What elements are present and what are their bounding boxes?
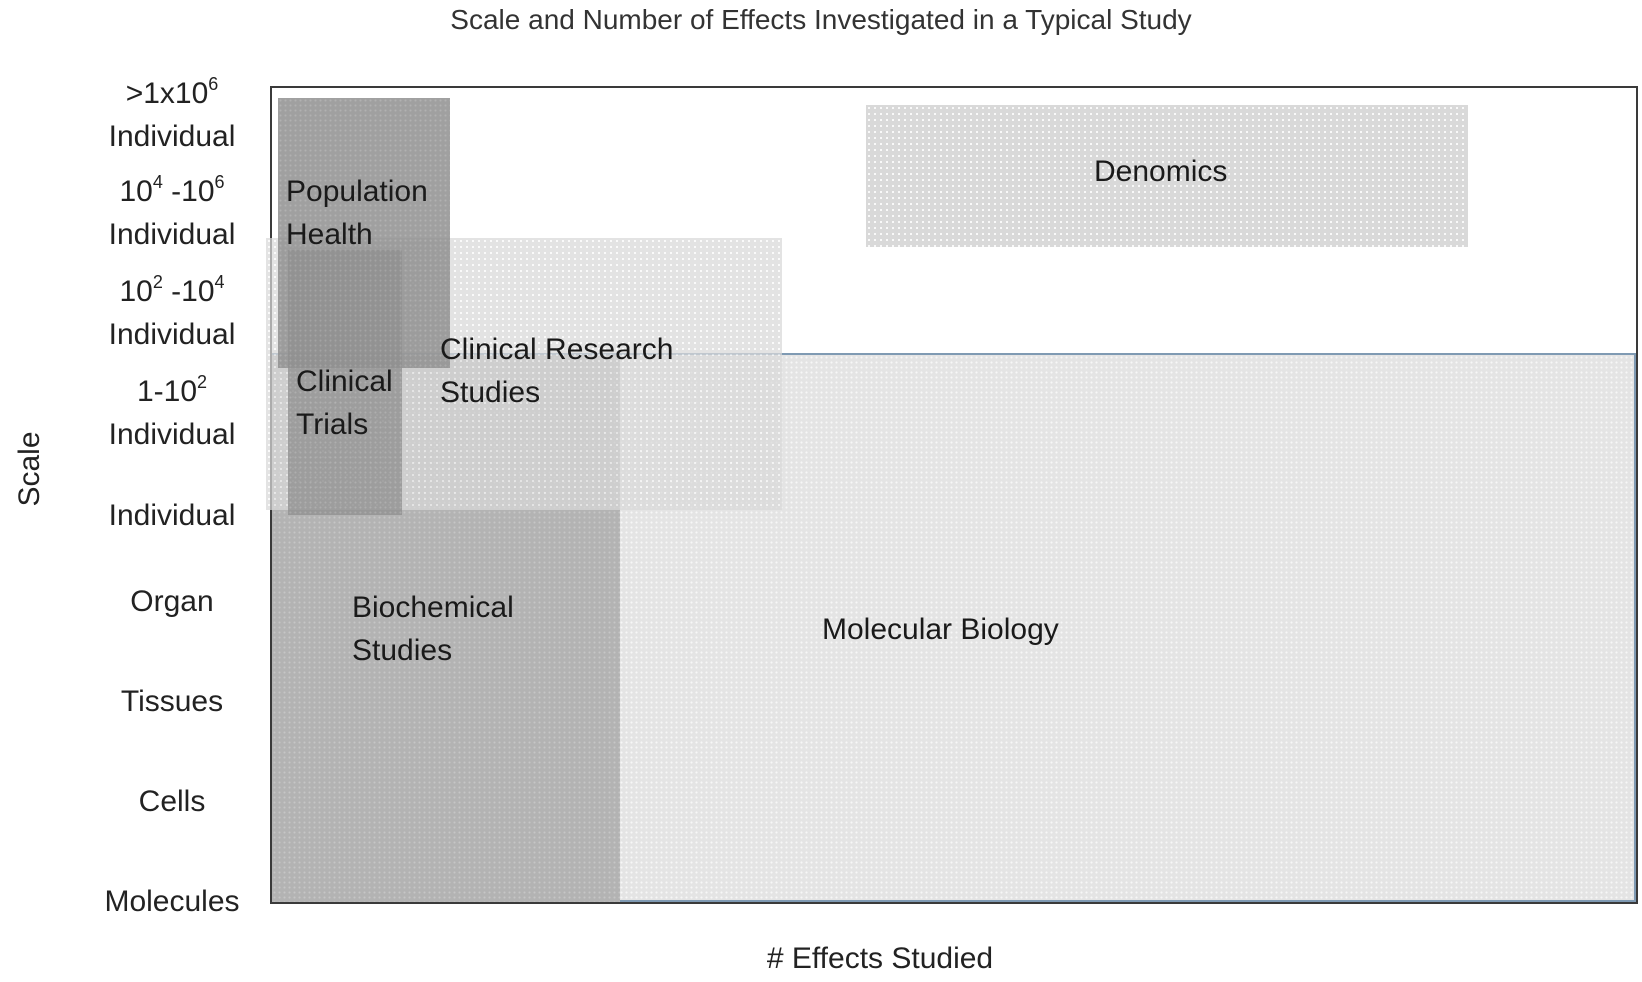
y-tick-over-1e6-individual: >1x106 Individual	[108, 74, 236, 153]
x-axis-label: # Effects Studied	[766, 942, 994, 975]
y-axis-label: Scale	[13, 431, 46, 507]
y-tick-tissues: Tissues	[120, 685, 224, 718]
denomics-region	[866, 105, 1468, 247]
biochemical-studies-label: Biochemical Studies	[352, 591, 514, 667]
y-tick-organ: Organ	[130, 585, 214, 618]
population-health-label: Population Health	[286, 175, 428, 251]
clinical-trials-label: Clinical Trials	[296, 365, 393, 441]
y-tick-cells: Cells	[138, 785, 206, 818]
y-tick-1e4-1e6-individual: 104 -106 Individual	[108, 172, 236, 251]
molecular-biology-label: Molecular Biology	[822, 613, 1059, 646]
population-health-region	[278, 98, 450, 368]
diagram-title: Scale and Number of Effects Investigated…	[450, 4, 1192, 35]
y-tick-individual: Individual	[108, 499, 236, 532]
clinical-research-label: Clinical Research Studies	[440, 333, 674, 409]
y-tick-1e2-1e4-individual: 102 -104 Individual	[108, 272, 236, 351]
denomics-label: Denomics	[1094, 155, 1228, 188]
y-tick-1-1e2-individual: 1-102 Individual	[108, 372, 236, 451]
y-tick-molecules: Molecules	[104, 885, 240, 918]
